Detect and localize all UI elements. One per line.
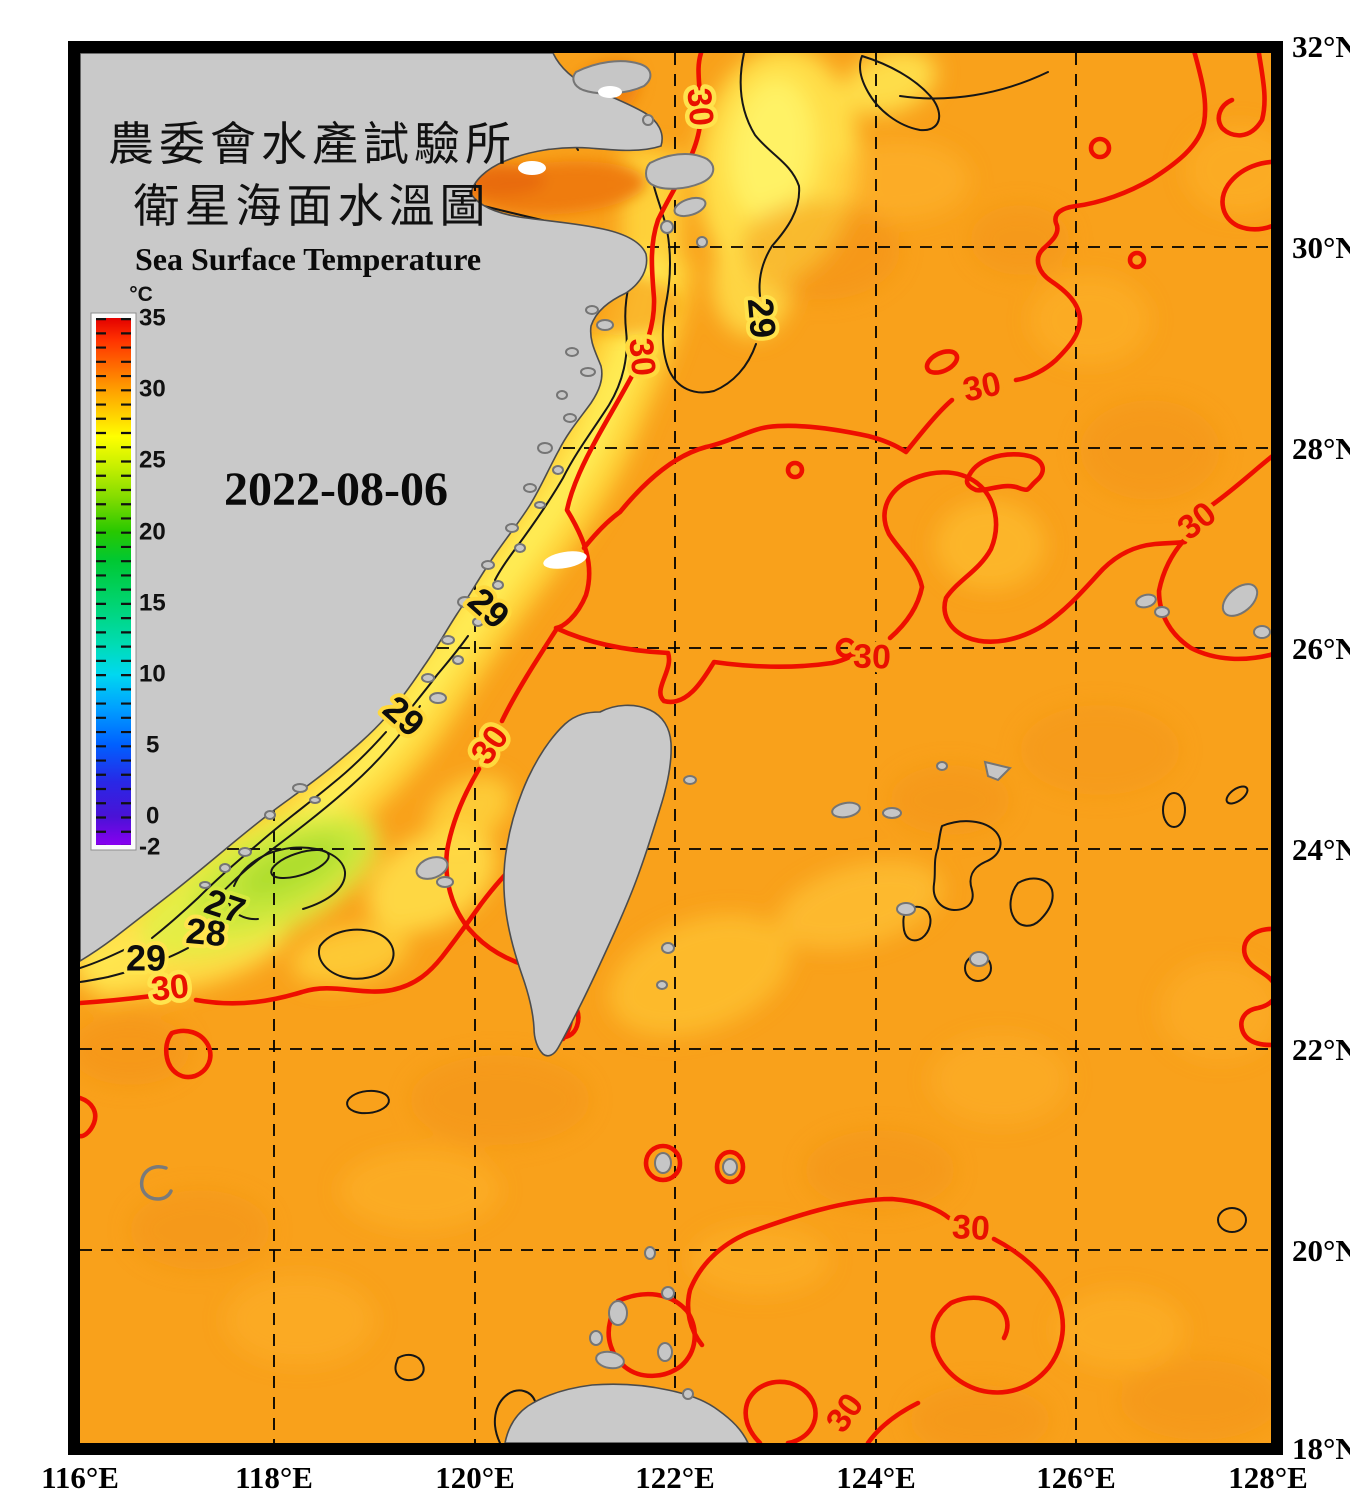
map-border xyxy=(68,41,1283,1455)
colorbar-tick: 15 xyxy=(139,590,166,617)
colorbar-unit: °C xyxy=(129,283,153,306)
title-block: 農委會水產試驗所 衛星海面水溫圖 Sea Surface Temperature… xyxy=(108,119,516,516)
colorbar-tick: 10 xyxy=(139,661,166,688)
red-30-label: 30 xyxy=(149,967,191,1009)
lon-label: 122°E xyxy=(635,1460,715,1495)
lon-label: 126°E xyxy=(1036,1460,1116,1495)
lat-label: 18°N xyxy=(1292,1431,1350,1466)
island xyxy=(660,220,674,234)
colorbar-tick-labels: 35 30 25 20 15 10 5 0 -2 xyxy=(139,305,166,861)
colorbar-tick: 5 xyxy=(146,732,159,759)
longitude-axis: 116°E 118°E 120°E 122°E 124°E 126°E 128°… xyxy=(41,1460,1308,1495)
title-english: Sea Surface Temperature xyxy=(135,241,481,277)
island xyxy=(661,942,675,954)
lon-label: 120°E xyxy=(435,1460,515,1495)
red-30-label: 30 xyxy=(951,1208,991,1248)
black-28-label: 28 xyxy=(184,910,227,954)
red-30-label: 30 xyxy=(621,337,662,378)
island xyxy=(436,876,454,888)
title-line-2: 衛星海面水溫圖 xyxy=(134,181,491,232)
island xyxy=(683,775,697,785)
colorbar-gradient xyxy=(96,318,131,845)
pratas-atoll-outline xyxy=(139,1165,173,1201)
lat-label: 28°N xyxy=(1292,431,1350,466)
lat-label: 26°N xyxy=(1292,631,1350,666)
colorbar: °C 35 30 25 20 15 10 5 0 -2 xyxy=(90,283,166,861)
black-isotherms xyxy=(80,53,1249,1443)
land-china xyxy=(80,53,663,962)
batanes-babuyan-islands xyxy=(589,1152,738,1400)
lon-label: 116°E xyxy=(41,1460,119,1495)
red-30-label: 30 xyxy=(960,364,1005,409)
lat-label: 22°N xyxy=(1292,1032,1350,1067)
lat-label: 32°N xyxy=(1292,29,1350,64)
lon-label: 118°E xyxy=(235,1460,313,1495)
date-label: 2022-08-06 xyxy=(224,463,448,516)
lon-label: 124°E xyxy=(836,1460,916,1495)
island xyxy=(656,980,668,990)
colorbar-tick: 0 xyxy=(146,803,159,830)
land-masses xyxy=(80,53,1271,1443)
title-line-1: 農委會水產試驗所 xyxy=(108,119,516,170)
latitude-axis: 32°N 30°N 28°N 26°N 24°N 22°N 20°N 18°N xyxy=(1292,29,1350,1466)
lon-label: 128°E xyxy=(1228,1460,1308,1495)
island xyxy=(645,153,715,190)
black-29-label: 29 xyxy=(740,296,784,339)
island xyxy=(696,236,708,248)
red-30-label: 30 xyxy=(679,87,720,128)
colorbar-tick: 30 xyxy=(139,376,166,403)
cloud-patches xyxy=(518,86,622,569)
island xyxy=(572,60,652,95)
lat-label: 24°N xyxy=(1292,832,1350,867)
island xyxy=(642,114,654,126)
ryukyu-islands xyxy=(831,583,1271,967)
colorbar-tick: -2 xyxy=(139,834,160,861)
colorbar-tick: 25 xyxy=(139,447,166,474)
lat-label: 20°N xyxy=(1292,1233,1350,1268)
island-penghu xyxy=(415,856,449,880)
island xyxy=(673,196,707,218)
lat-label: 30°N xyxy=(1292,230,1350,265)
land-taiwan xyxy=(503,704,672,1057)
colorbar-tick: 20 xyxy=(139,519,166,546)
black-29-label: 29 xyxy=(126,938,166,979)
red-30-label: 30 xyxy=(852,637,891,676)
colorbar-tick: 35 xyxy=(139,305,166,332)
coastal-islets xyxy=(199,305,614,889)
